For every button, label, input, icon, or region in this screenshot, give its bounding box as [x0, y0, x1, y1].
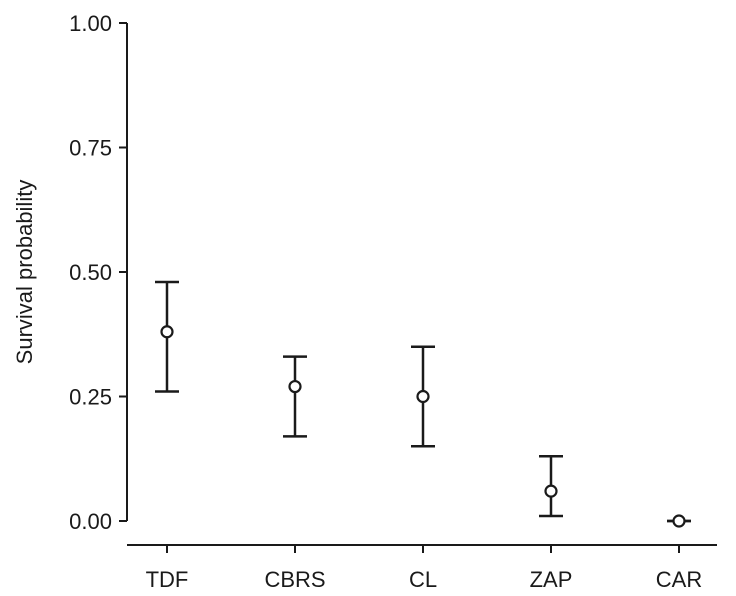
- y-axis-title: Survival probability: [12, 180, 37, 365]
- x-tick-label: CBRS: [264, 567, 325, 592]
- data-point: [544, 484, 558, 498]
- point-group-zap: [539, 455, 563, 518]
- y-tick-label: 0.50: [69, 260, 112, 285]
- x-tick-label: TDF: [146, 567, 189, 592]
- x-tick-label: CAR: [656, 567, 702, 592]
- y-tick-label: 0.75: [69, 136, 112, 161]
- y-tick-label: 1.00: [69, 11, 112, 36]
- point-group-cbrs: [283, 355, 307, 438]
- plot-marks: [155, 280, 691, 528]
- x-axis: TDF CBRS CL ZAP CAR: [127, 544, 717, 592]
- x-tick-label: CL: [409, 567, 437, 592]
- y-tick-label: 0.00: [69, 509, 112, 534]
- point-group-tdf: [155, 280, 179, 393]
- data-point: [288, 379, 302, 394]
- y-axis: 0.00 0.25 0.50 0.75 1.00: [69, 11, 128, 534]
- y-tick-label: 0.25: [69, 385, 112, 410]
- data-point: [672, 514, 686, 528]
- point-group-car: [667, 514, 691, 528]
- x-tick-label: ZAP: [530, 567, 573, 592]
- data-point: [160, 325, 174, 339]
- point-group-cl: [411, 345, 435, 448]
- data-point: [416, 389, 430, 404]
